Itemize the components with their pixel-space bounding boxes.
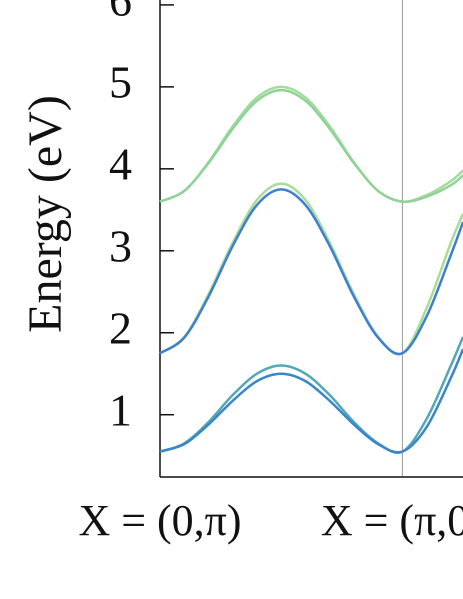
y-tick-label: 2 bbox=[109, 302, 132, 353]
band-line bbox=[159, 188, 463, 356]
band-line bbox=[159, 85, 463, 203]
y-tick-label: 1 bbox=[109, 384, 132, 435]
x-tick-label: X = (0,π) bbox=[78, 496, 241, 545]
band-line bbox=[159, 182, 463, 356]
band-line bbox=[159, 336, 463, 454]
y-axis-label: Energy (eV) bbox=[19, 95, 72, 333]
x-tick-label: X = (π,0) bbox=[321, 496, 463, 545]
band-line bbox=[159, 88, 463, 204]
y-tick-label: 4 bbox=[109, 138, 132, 189]
y-tick-label: 5 bbox=[109, 56, 132, 107]
y-tick-label: 6 bbox=[109, 0, 132, 25]
band-line bbox=[159, 348, 463, 454]
y-tick-label: 3 bbox=[109, 220, 132, 271]
